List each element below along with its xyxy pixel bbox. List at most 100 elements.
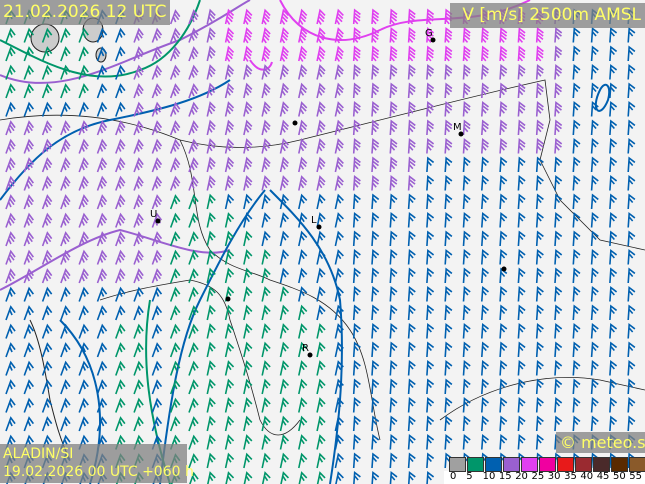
wind-barb (572, 26, 581, 43)
wind-barb (572, 211, 581, 228)
wind-barb (554, 119, 563, 136)
wind-barb (5, 64, 16, 80)
wind-barb (298, 323, 308, 339)
wind-barb (389, 470, 398, 484)
wind-barb (151, 323, 163, 339)
wind-barb (60, 175, 71, 191)
wind-barb (407, 156, 416, 173)
wind-barb (426, 193, 435, 210)
wind-barb (41, 120, 53, 136)
wind-barb (462, 137, 471, 154)
wind-barb (609, 211, 618, 228)
wind-barb (389, 156, 398, 173)
wind-barb (41, 194, 53, 210)
wind-barb (206, 378, 216, 395)
wind-barb (352, 378, 361, 395)
wind-barb (371, 304, 380, 321)
wind-barb (609, 137, 618, 154)
wind-barb (481, 119, 489, 136)
wind-barb (554, 174, 563, 191)
wind-barb (5, 379, 16, 395)
wind-barb (572, 63, 581, 80)
wind-barb (554, 396, 563, 413)
wind-barb (316, 249, 326, 265)
model-info: ALADIN/SI 19.02.2026 00 UTC +060 h (0, 444, 194, 483)
wind-barb (590, 156, 599, 173)
wind-barb (407, 433, 416, 450)
wind-barb (243, 471, 253, 484)
wind-barb (535, 341, 544, 358)
wind-barb (499, 433, 508, 450)
wind-barb (188, 305, 199, 321)
wind-barb (517, 359, 526, 376)
wind-barb (517, 396, 526, 413)
wind-barb (609, 341, 618, 358)
wind-barb (279, 8, 290, 25)
city-dot (292, 120, 298, 126)
wind-barb (298, 471, 308, 484)
wind-barb (206, 193, 216, 210)
wind-barb (188, 194, 199, 210)
wind-barb (389, 285, 398, 302)
wind-barb (261, 286, 271, 302)
legend-swatch (575, 457, 592, 472)
wind-barb (261, 434, 271, 450)
wind-barb (60, 101, 71, 117)
wind-barb (188, 212, 199, 228)
wind-barb (462, 211, 471, 228)
city-label: G (425, 28, 433, 39)
wind-barb (206, 397, 216, 413)
wind-barb (298, 82, 308, 99)
wind-barb (499, 378, 508, 395)
wind-barb (334, 286, 344, 302)
wind-barb (371, 470, 380, 484)
wind-barb (60, 46, 71, 62)
wind-barb (298, 64, 308, 80)
wind-barb (60, 416, 71, 432)
wind-barb (554, 304, 563, 321)
wind-barb (188, 323, 199, 339)
wind-barb (371, 137, 380, 154)
wind-barb (481, 211, 489, 228)
wind-barb (481, 248, 489, 265)
wind-barb (554, 378, 563, 395)
wind-barb (5, 342, 16, 358)
wind-barb (96, 138, 108, 154)
city-label: R (302, 343, 309, 354)
wind-barb (499, 26, 508, 43)
wind-barb (444, 378, 453, 395)
wind-barb (444, 8, 453, 25)
wind-barb (261, 82, 271, 99)
wind-barb (298, 156, 308, 173)
wind-barb (481, 26, 489, 43)
wind-barb (243, 193, 253, 210)
wind-barb (572, 82, 581, 99)
wind-barb (96, 416, 108, 432)
wind-barb (444, 341, 453, 358)
wind-barb (627, 230, 636, 247)
wind-barb (115, 379, 126, 395)
legend-tick: 30 (547, 471, 561, 482)
wind-barb (389, 359, 398, 376)
wind-barb (169, 231, 181, 247)
wind-barb (115, 286, 126, 302)
wind-barb (60, 323, 71, 339)
wind-barb (554, 45, 563, 62)
wind-barb (590, 359, 599, 376)
wind-barb (243, 341, 253, 358)
wind-barb (389, 63, 398, 80)
legend-swatch (629, 457, 645, 472)
wind-barb (243, 249, 253, 265)
wind-barb (389, 137, 398, 154)
wind-barb (279, 230, 290, 247)
wind-barb (206, 8, 216, 25)
wind-barb (243, 45, 253, 62)
wind-barb (5, 175, 16, 191)
wind-barb (261, 27, 271, 44)
wind-barb (371, 415, 380, 432)
wind-barb (169, 64, 181, 80)
wind-barb (96, 120, 108, 136)
wind-barb (206, 249, 216, 265)
legend-tick: 35 (564, 471, 577, 482)
wind-barb (426, 230, 435, 247)
